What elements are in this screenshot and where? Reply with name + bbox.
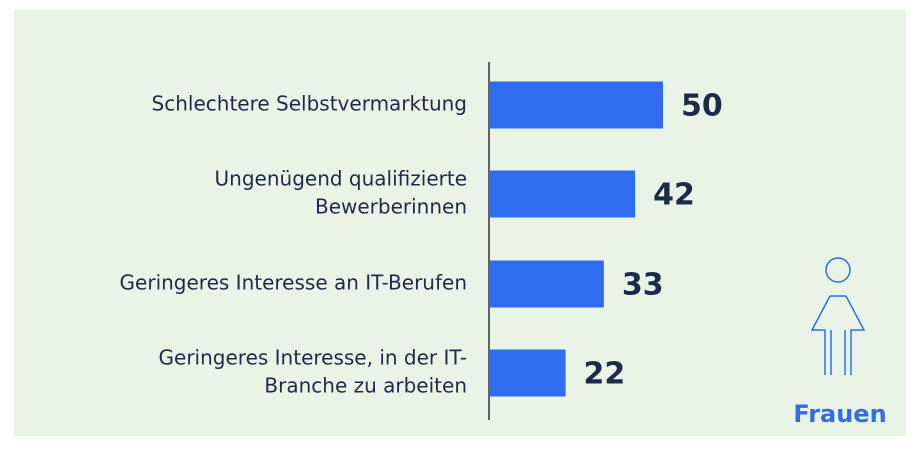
bar — [489, 349, 566, 397]
category-label: Bewerberinnen — [315, 195, 467, 219]
category-label: Geringeres Interesse an IT-Berufen — [120, 271, 467, 295]
category-label: Branche zu arbeiten — [264, 374, 467, 398]
category-label: Schlechtere Selbstvermarktung — [152, 92, 467, 116]
value-label: 33 — [622, 268, 664, 303]
value-label: 22 — [584, 357, 626, 392]
panel — [14, 10, 906, 436]
person-icon — [810, 257, 866, 375]
category-label: Geringeres Interesse, in der IT- — [159, 346, 467, 370]
category-label: Ungenügend qualifizierte — [215, 167, 467, 191]
value-label: 42 — [653, 178, 695, 213]
legend-label: Frauen — [793, 400, 886, 428]
bar — [489, 170, 636, 218]
value-label: 50 — [681, 89, 723, 124]
bar — [489, 81, 663, 129]
bar — [489, 260, 604, 308]
